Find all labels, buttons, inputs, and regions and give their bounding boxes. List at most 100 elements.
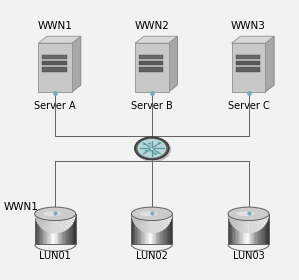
Polygon shape (133, 214, 134, 244)
Polygon shape (167, 214, 168, 244)
Polygon shape (147, 214, 148, 244)
Ellipse shape (149, 150, 152, 151)
Polygon shape (47, 214, 48, 244)
Wedge shape (56, 215, 65, 232)
Wedge shape (245, 215, 248, 233)
Polygon shape (261, 214, 262, 244)
Polygon shape (231, 214, 232, 244)
Polygon shape (262, 214, 263, 244)
Ellipse shape (158, 142, 161, 144)
Ellipse shape (153, 153, 158, 155)
Polygon shape (171, 214, 172, 244)
Wedge shape (41, 214, 55, 230)
Polygon shape (50, 214, 51, 244)
Wedge shape (250, 214, 269, 217)
Polygon shape (135, 214, 137, 244)
Polygon shape (142, 214, 144, 244)
Ellipse shape (150, 144, 152, 146)
Polygon shape (42, 214, 43, 244)
Wedge shape (228, 214, 248, 220)
Wedge shape (132, 214, 151, 223)
Polygon shape (66, 214, 68, 244)
Polygon shape (234, 214, 235, 244)
Polygon shape (170, 214, 171, 244)
Polygon shape (140, 214, 141, 244)
Polygon shape (38, 36, 81, 43)
Polygon shape (265, 36, 274, 92)
Polygon shape (54, 214, 55, 244)
Polygon shape (149, 214, 150, 244)
Wedge shape (234, 214, 248, 230)
Wedge shape (39, 214, 54, 228)
Wedge shape (249, 214, 269, 220)
Wedge shape (56, 214, 74, 225)
Polygon shape (134, 214, 135, 244)
Text: WWN3: WWN3 (231, 21, 266, 31)
Polygon shape (139, 55, 163, 59)
Wedge shape (56, 214, 76, 217)
Polygon shape (72, 36, 81, 92)
Polygon shape (152, 214, 153, 244)
Polygon shape (232, 214, 234, 244)
Wedge shape (49, 215, 55, 233)
Polygon shape (239, 214, 240, 244)
Wedge shape (36, 214, 54, 223)
Ellipse shape (228, 207, 269, 221)
Ellipse shape (140, 211, 158, 216)
Polygon shape (138, 214, 140, 244)
Polygon shape (243, 214, 244, 244)
Polygon shape (236, 67, 260, 72)
Polygon shape (137, 214, 138, 244)
Polygon shape (240, 214, 242, 244)
Wedge shape (152, 215, 158, 233)
Wedge shape (248, 215, 252, 233)
Polygon shape (166, 214, 167, 244)
Wedge shape (56, 214, 70, 230)
Polygon shape (232, 36, 274, 43)
Wedge shape (140, 215, 151, 231)
Wedge shape (228, 214, 248, 217)
Wedge shape (230, 214, 248, 225)
Polygon shape (251, 214, 253, 244)
Wedge shape (149, 215, 152, 233)
Wedge shape (56, 214, 75, 223)
Polygon shape (157, 214, 159, 244)
Polygon shape (52, 214, 54, 244)
Wedge shape (249, 214, 265, 228)
Wedge shape (152, 214, 166, 230)
Polygon shape (150, 214, 152, 244)
Wedge shape (35, 214, 54, 217)
Polygon shape (168, 214, 170, 244)
Wedge shape (152, 214, 168, 228)
Polygon shape (145, 214, 147, 244)
Polygon shape (235, 214, 236, 244)
Wedge shape (153, 214, 172, 217)
Polygon shape (59, 214, 61, 244)
Ellipse shape (131, 207, 172, 221)
Ellipse shape (143, 143, 146, 145)
Polygon shape (161, 214, 163, 244)
Polygon shape (265, 214, 266, 244)
Wedge shape (249, 215, 258, 232)
Wedge shape (249, 215, 260, 231)
Polygon shape (250, 214, 251, 244)
Ellipse shape (135, 137, 171, 162)
Polygon shape (57, 214, 58, 244)
Polygon shape (246, 214, 247, 244)
Wedge shape (52, 215, 55, 233)
Polygon shape (35, 214, 36, 244)
Wedge shape (35, 214, 54, 220)
Polygon shape (236, 214, 238, 244)
Wedge shape (237, 215, 248, 231)
Polygon shape (131, 214, 133, 244)
Ellipse shape (135, 137, 169, 160)
Polygon shape (38, 43, 72, 92)
Polygon shape (69, 214, 70, 244)
Polygon shape (159, 214, 160, 244)
Ellipse shape (148, 142, 152, 144)
Polygon shape (46, 214, 47, 244)
Polygon shape (48, 214, 50, 244)
Polygon shape (43, 214, 44, 244)
Ellipse shape (43, 211, 61, 216)
Wedge shape (137, 214, 151, 230)
